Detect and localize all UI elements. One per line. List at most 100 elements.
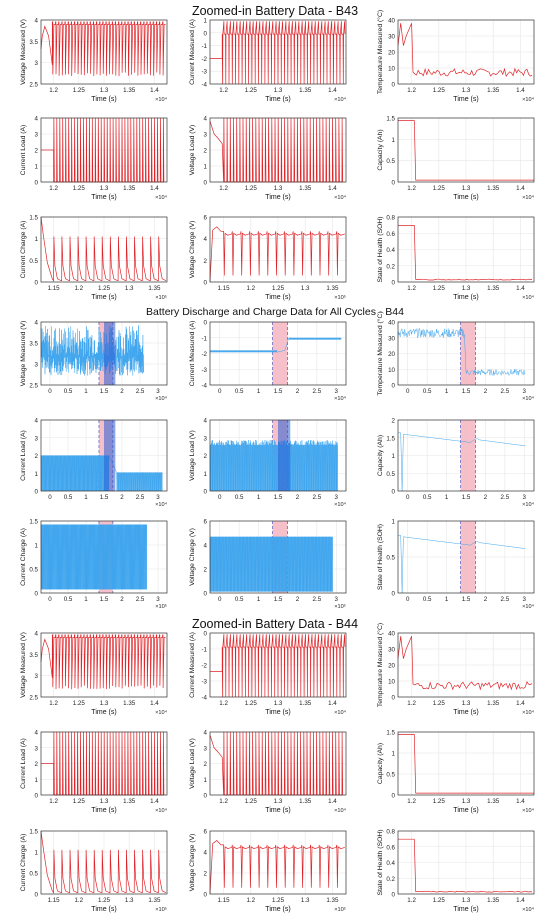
section-title-b44-all: Battery Discharge and Charge Data for Al… xyxy=(146,306,404,318)
series-line xyxy=(397,327,526,377)
y-axis-label: Capacity (Ah) xyxy=(377,129,384,170)
x-axis-label: Time (s) xyxy=(91,96,116,103)
y-tick-label: 30 xyxy=(388,34,395,41)
y-tick-label: 0 xyxy=(204,180,208,187)
series-line xyxy=(210,634,346,698)
x-tick-label: 1.5 xyxy=(100,388,109,395)
x-tick-label: 0 xyxy=(218,388,222,395)
y-tick-label: 0 xyxy=(392,82,396,89)
axes-box xyxy=(397,830,535,895)
x-tick-label: 0.5 xyxy=(64,388,73,395)
x-tick-label: 1.3 xyxy=(100,700,109,707)
y-tick-label: 1 xyxy=(35,850,39,857)
y-tick-label: 0 xyxy=(204,30,208,37)
x-tick-label: 1.5 xyxy=(274,596,283,603)
y-tick-label: 0 xyxy=(204,320,208,327)
chart-panel-B44-voltage-measured: 2.5 3 3.5 4 1.2 1.25 1.3 1.35 1.4 Time (s) ×10⁴ Vol… xyxy=(20,631,168,717)
axes-box xyxy=(209,520,347,594)
axes-box xyxy=(397,520,535,594)
y-tick-label: 30 xyxy=(388,335,395,342)
y-tick-label: 2 xyxy=(35,761,39,768)
x-tick-label: 1.25 xyxy=(433,87,446,94)
x-tick-label: 1.25 xyxy=(433,798,446,805)
y-tick-label: 2 xyxy=(204,871,208,878)
axes-box xyxy=(209,419,347,492)
y-axis-label: Current Measured (A) xyxy=(189,632,196,698)
series-line xyxy=(210,21,346,85)
x-tick-label: 1.4 xyxy=(516,798,525,805)
y-tick-label: 1 xyxy=(35,543,39,550)
axes-box xyxy=(40,632,168,698)
y-tick-label: 0 xyxy=(204,793,208,800)
x-tick-label: 3 xyxy=(156,494,160,501)
x-tick-label: 1.15 xyxy=(48,285,61,292)
x-tick-label: 2 xyxy=(296,596,300,603)
x-tick-label: 0.5 xyxy=(423,388,432,395)
y-tick-label: 3 xyxy=(35,435,39,442)
x-tick-label: 1 xyxy=(257,494,261,501)
highlight-band xyxy=(460,420,476,491)
y-tick-label: -2 xyxy=(201,663,207,670)
y-tick-label: 1.5 xyxy=(386,116,395,123)
y-tick-label: 0.6 xyxy=(386,231,395,238)
x-tick-label: 2 xyxy=(484,494,488,501)
x-tick-label: 2.5 xyxy=(501,388,510,395)
series-line xyxy=(209,536,333,592)
axes-box xyxy=(209,632,347,698)
axes-box xyxy=(40,321,168,386)
x-tick-label: 1.2 xyxy=(246,897,255,904)
x-tick-label: 1.4 xyxy=(516,700,525,707)
axes-box xyxy=(397,321,535,386)
x-multiplier-label: ×10⁴ xyxy=(334,709,346,716)
series-line xyxy=(40,21,166,77)
x-tick-label: 1.3 xyxy=(274,700,283,707)
x-tick-label: 2.5 xyxy=(136,388,145,395)
axes-box xyxy=(397,19,535,85)
x-tick-label: 1.5 xyxy=(462,388,471,395)
y-tick-label: 0 xyxy=(35,892,39,899)
y-tick-label: -4 xyxy=(201,82,207,89)
x-multiplier-label: ×10⁵ xyxy=(155,906,167,913)
y-tick-label: 0 xyxy=(35,280,39,287)
x-multiplier-label: ×10⁴ xyxy=(522,294,534,301)
x-tick-label: 1.35 xyxy=(148,285,161,292)
y-tick-label: 0 xyxy=(204,280,208,287)
axes-box xyxy=(397,632,535,698)
y-tick-label: 6 xyxy=(204,519,208,526)
axes-box xyxy=(209,321,347,386)
y-tick-label: -3 xyxy=(201,69,207,76)
y-axis-label: Voltage Charge (V) xyxy=(189,221,196,279)
x-tick-label: 1.25 xyxy=(73,87,86,94)
x-multiplier-label: ×10⁴ xyxy=(334,807,346,814)
y-tick-label: 3 xyxy=(204,132,208,139)
x-tick-label: 1.3 xyxy=(462,700,471,707)
x-tick-label: 1.35 xyxy=(123,185,136,192)
x-tick-label: 1.2 xyxy=(407,285,416,292)
y-tick-label: 2 xyxy=(35,453,39,460)
y-tick-label: 4 xyxy=(35,320,39,327)
y-axis-label: Current Load (A) xyxy=(20,430,27,481)
chart-panel-B44-voltage-charge: 0 2 4 6 1.15 1.2 1.25 1.3 1.35 Time (s) ×10⁵ Voltag… xyxy=(189,829,347,913)
y-tick-label: 40 xyxy=(388,18,395,25)
y-axis-label: Temperature Measured (°C) xyxy=(376,623,384,707)
y-tick-label: 0.4 xyxy=(386,860,395,867)
x-tick-label: 1.2 xyxy=(74,285,83,292)
y-tick-label: -1 xyxy=(201,647,207,654)
x-tick-label: 1.2 xyxy=(246,285,255,292)
x-tick-label: 2 xyxy=(120,494,124,501)
y-tick-label: 1 xyxy=(392,453,396,460)
y-tick-label: 40 xyxy=(388,320,395,327)
y-tick-label: 0.5 xyxy=(386,772,395,779)
x-tick-label: 1.15 xyxy=(218,285,231,292)
x-multiplier-label: ×10⁴ xyxy=(522,807,534,814)
y-tick-label: 0 xyxy=(392,180,396,187)
y-tick-label: 1.5 xyxy=(386,730,395,737)
x-tick-label: 2 xyxy=(484,388,488,395)
x-tick-label: 2.5 xyxy=(313,596,322,603)
series-line xyxy=(40,634,166,690)
x-tick-label: 1.3 xyxy=(462,798,471,805)
y-tick-label: 0 xyxy=(204,489,208,496)
highlight-band xyxy=(460,322,476,385)
x-tick-label: 0.5 xyxy=(423,494,432,501)
